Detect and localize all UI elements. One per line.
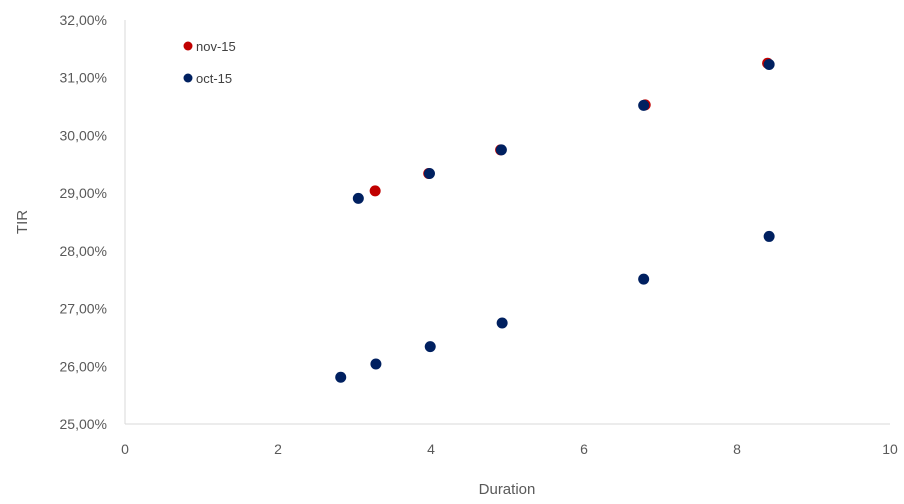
y-tick-label: 26,00% [60,358,107,374]
legend-label: oct-15 [196,71,232,86]
y-tick-label: 31,00% [60,70,107,86]
y-tick-label: 32,00% [60,12,107,28]
data-point [495,144,507,156]
data-points [335,57,775,383]
y-tick-label: 29,00% [60,185,107,201]
x-axis-title: Duration [479,481,536,498]
data-point [424,341,436,353]
x-tick-labels: 0 2 4 6 8 10 [121,441,898,457]
y-tick-label: 28,00% [60,243,107,259]
y-tick-labels: 25,00% 26,00% 27,00% 28,00% 29,00% 30,00% 31,0… [60,12,107,432]
x-tick-label: 2 [274,441,282,457]
y-tick-label: 25,00% [60,416,107,432]
series-oct-15 [335,58,775,383]
data-point [763,58,775,70]
x-tick-label: 10 [882,441,898,457]
legend-marker [183,73,193,83]
axes [124,20,890,425]
data-point [370,358,382,370]
data-point [638,99,650,111]
data-point [496,317,508,329]
data-point [335,371,347,383]
y-tick-label: 30,00% [60,127,107,143]
legend-label: nov-15 [196,39,236,54]
y-axis-title: TIR [14,210,31,234]
y-tick-label: 27,00% [60,301,107,317]
x-tick-label: 6 [580,441,588,457]
data-point [638,273,650,285]
data-point [352,192,364,204]
data-point [369,185,381,197]
data-point [423,168,435,180]
x-tick-label: 8 [733,441,741,457]
x-tick-label: 0 [121,441,129,457]
legend: nov-15 oct-15 [183,39,236,86]
legend-marker [183,41,193,51]
x-tick-label: 4 [427,441,435,457]
data-point [763,230,775,242]
